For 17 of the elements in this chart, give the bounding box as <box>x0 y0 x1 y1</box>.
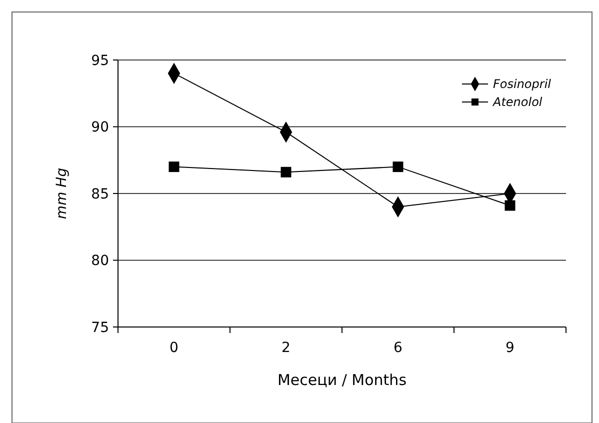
y-tick-label: 85 <box>91 186 109 202</box>
x-tick-label: 6 <box>394 340 403 356</box>
y-tick-label: 80 <box>91 253 109 270</box>
y-axis-title: mm Hg <box>54 168 70 220</box>
y-tick-label: 90 <box>91 120 109 136</box>
point <box>392 162 404 172</box>
point <box>504 200 516 211</box>
legend-label: Fosinopril <box>493 77 552 92</box>
x-tick-label: 9 <box>506 340 514 356</box>
point <box>168 162 180 172</box>
point <box>280 166 292 178</box>
legend-label: Atenolol <box>492 95 543 110</box>
x-tick-label: 0 <box>170 340 178 356</box>
y-tick-label: 95 <box>91 52 109 69</box>
x-tick-label: 2 <box>282 340 290 356</box>
x-axis-title: Месеци / Months <box>277 371 407 389</box>
y-tick-label: 75 <box>91 320 109 336</box>
